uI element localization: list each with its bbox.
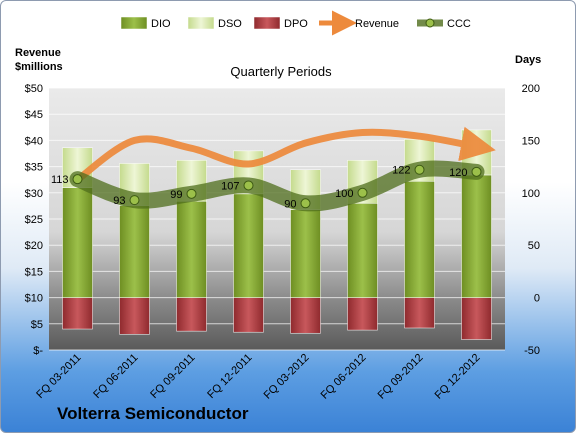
x-tick-label: FQ 09-2012 bbox=[376, 352, 426, 402]
right-tick-label: 100 bbox=[522, 188, 540, 200]
ccc-point bbox=[471, 166, 482, 177]
ccc-point bbox=[357, 187, 368, 198]
x-axis-ticks: FQ 03-2011 FQ 06-2011 FQ 09-2011 FQ 12-2011… bbox=[34, 352, 482, 402]
left-tick-label: $15 bbox=[25, 266, 43, 278]
legend-label: DIO bbox=[151, 18, 171, 30]
bar-dio bbox=[347, 203, 378, 298]
revenue-layer bbox=[74, 126, 496, 184]
x-tick-label: FQ 12-2012 bbox=[433, 352, 483, 402]
ccc-data-label: 100 bbox=[335, 188, 353, 200]
legend-label: CCC bbox=[447, 18, 471, 30]
x-tick-label: FQ 09-2011 bbox=[148, 352, 197, 401]
bar-dio bbox=[404, 181, 435, 298]
left-tick-label: $35 bbox=[25, 162, 43, 174]
right-tick-label: 0 bbox=[534, 293, 540, 305]
right-tick-label: 150 bbox=[522, 135, 540, 147]
left-axis-ticks: $- $5 $10 $15 $20 $25 $30 $35 $40 $45 $50 bbox=[25, 83, 44, 357]
right-tick-label: 50 bbox=[528, 240, 540, 252]
bars bbox=[62, 129, 492, 340]
bar-dio bbox=[290, 209, 321, 298]
bar-dio bbox=[62, 187, 93, 298]
ccc-data-label: 99 bbox=[170, 189, 182, 201]
right-axis-ticks: -50 0 50 100 150 200 bbox=[522, 83, 540, 357]
bar-dpo bbox=[290, 297, 321, 334]
ccc-layer: 113 93 99 107 90 100 122 120 bbox=[51, 160, 485, 212]
chart-subtitle: Quarterly Periods bbox=[230, 64, 332, 79]
x-tick-label: FQ 03-2011 bbox=[34, 352, 83, 401]
ccc-data-label: 93 bbox=[113, 195, 125, 207]
company-name: Volterra Semiconductor bbox=[57, 404, 249, 423]
bar-dpo bbox=[461, 297, 492, 340]
left-tick-label: $45 bbox=[25, 109, 43, 121]
bar-dio bbox=[176, 200, 207, 298]
x-tick-label: FQ 12-2011 bbox=[205, 352, 254, 401]
left-tick-label: $5 bbox=[31, 319, 43, 331]
left-tick-label: $25 bbox=[25, 214, 43, 226]
x-tick-label: FQ 06-2011 bbox=[91, 352, 140, 401]
ccc-point bbox=[129, 195, 140, 206]
bar-dio bbox=[233, 193, 264, 298]
bar-dio bbox=[461, 174, 492, 298]
ccc-point bbox=[300, 198, 311, 209]
x-tick-label: FQ 06-2012 bbox=[319, 352, 369, 402]
ccc-data-label: 113 bbox=[51, 174, 69, 186]
right-tick-label: 200 bbox=[522, 83, 540, 95]
legend-swatch bbox=[253, 16, 281, 30]
bar-dpo bbox=[62, 297, 93, 330]
bar-dio bbox=[119, 205, 150, 298]
legend-swatch bbox=[187, 16, 215, 30]
ccc-data-label: 90 bbox=[284, 198, 296, 210]
left-tick-label: $20 bbox=[25, 240, 43, 252]
left-tick-label: $50 bbox=[25, 83, 43, 95]
right-tick-label: -50 bbox=[524, 345, 540, 357]
ccc-data-label: 122 bbox=[392, 165, 410, 177]
x-tick-label: FQ 03-2012 bbox=[262, 352, 312, 402]
left-tick-label: $30 bbox=[25, 188, 43, 200]
bar-dpo bbox=[119, 297, 150, 335]
legend-label: Revenue bbox=[355, 18, 399, 30]
left-tick-label: $40 bbox=[25, 135, 43, 147]
bar-dpo bbox=[233, 297, 264, 333]
right-axis-title: Days bbox=[515, 54, 541, 66]
legend-swatch bbox=[120, 16, 148, 30]
bar-dpo bbox=[404, 297, 435, 329]
ccc-point bbox=[414, 164, 425, 175]
bar-dpo bbox=[176, 297, 207, 332]
left-tick-label: $- bbox=[33, 345, 43, 357]
left-axis-title-line1: Revenue bbox=[15, 47, 61, 59]
ccc-point bbox=[186, 188, 197, 199]
left-tick-label: $10 bbox=[25, 293, 43, 305]
legend-label: DPO bbox=[284, 18, 308, 30]
bar-dpo bbox=[347, 297, 378, 331]
ccc-point bbox=[72, 174, 83, 185]
ccc-point bbox=[243, 180, 254, 191]
legend-swatch bbox=[425, 18, 435, 28]
legend-label: DSO bbox=[218, 18, 242, 30]
left-axis-title-line2: $millions bbox=[15, 61, 63, 73]
legend: DIO DSO DPO Revenue CCC bbox=[120, 10, 471, 36]
ccc-data-label: 120 bbox=[449, 167, 467, 179]
ccc-data-label: 107 bbox=[221, 180, 239, 192]
revenue-line bbox=[74, 126, 496, 184]
